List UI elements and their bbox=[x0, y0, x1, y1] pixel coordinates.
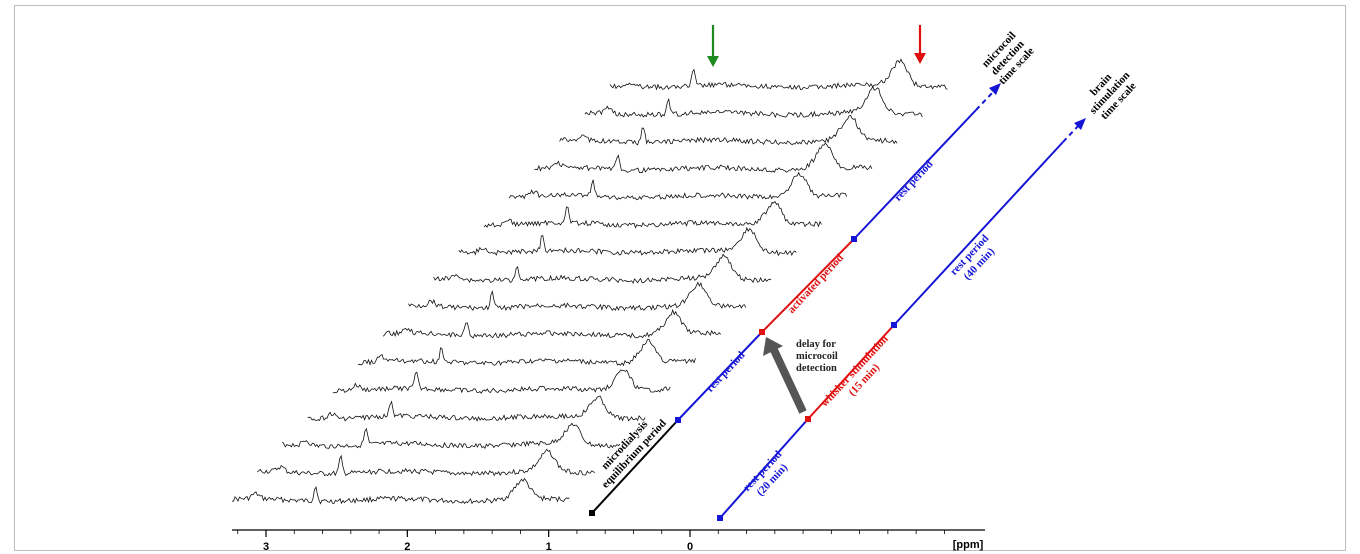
timeline-node bbox=[851, 236, 857, 242]
spectrum-trace bbox=[534, 142, 873, 174]
svg-text:microcoil: microcoil bbox=[796, 351, 838, 362]
spectrum-trace bbox=[433, 253, 772, 284]
x-axis-ticks: 3 2 1 0 bbox=[237, 530, 945, 553]
green-arrow bbox=[707, 25, 719, 67]
spectrum-trace bbox=[609, 58, 948, 91]
x-tick-label: 1 bbox=[546, 541, 552, 553]
delay-arrow bbox=[763, 337, 807, 414]
spectrum-trace bbox=[256, 448, 595, 477]
spectrum-trace bbox=[282, 422, 621, 449]
x-axis: 3 2 1 0 [ppm] bbox=[232, 529, 985, 553]
spectrum-trace bbox=[332, 369, 671, 394]
timeline-node bbox=[717, 515, 723, 521]
spectrum-trace bbox=[307, 395, 646, 422]
microcoil-segment-label: rest period bbox=[704, 349, 747, 394]
spectrum-trace bbox=[458, 226, 797, 257]
timeline-node bbox=[759, 329, 765, 335]
microcoil-segment-label: activated period bbox=[785, 252, 846, 316]
spectrum-trace bbox=[357, 338, 696, 367]
x-tick-label: 3 bbox=[263, 541, 269, 553]
timeline-node bbox=[675, 417, 681, 423]
spectrum-trace bbox=[231, 477, 570, 505]
x-tick-label: 2 bbox=[404, 541, 410, 553]
spectrum-trace bbox=[508, 171, 848, 201]
svg-text:detection: detection bbox=[796, 363, 837, 374]
timeline-node bbox=[589, 510, 595, 516]
timeline-node bbox=[805, 416, 811, 422]
microcoil-segment-label: rest period bbox=[892, 158, 935, 203]
spectrum-trace bbox=[408, 281, 747, 312]
figure-frame bbox=[14, 5, 1346, 551]
spectrum-trace bbox=[559, 114, 898, 146]
delay-label: delay for microcoil detection bbox=[796, 339, 838, 374]
stimulation-timeline: rest period (20 min) whisker stimulation… bbox=[717, 69, 1139, 521]
timeline-node bbox=[891, 322, 897, 328]
spectra-stack bbox=[231, 58, 948, 505]
spectrum-trace bbox=[483, 200, 822, 229]
svg-text:delay for: delay for bbox=[796, 339, 836, 350]
microcoil-timescale-label: microcoil detection time scale bbox=[980, 30, 1037, 87]
x-axis-label: [ppm] bbox=[953, 539, 984, 551]
spectrum-trace bbox=[382, 308, 721, 339]
x-tick-label: 0 bbox=[687, 541, 693, 553]
spectrum-trace bbox=[584, 85, 923, 119]
stimulation-timescale-label: brain stimulation time scale bbox=[1087, 69, 1138, 122]
red-arrow bbox=[914, 25, 926, 64]
